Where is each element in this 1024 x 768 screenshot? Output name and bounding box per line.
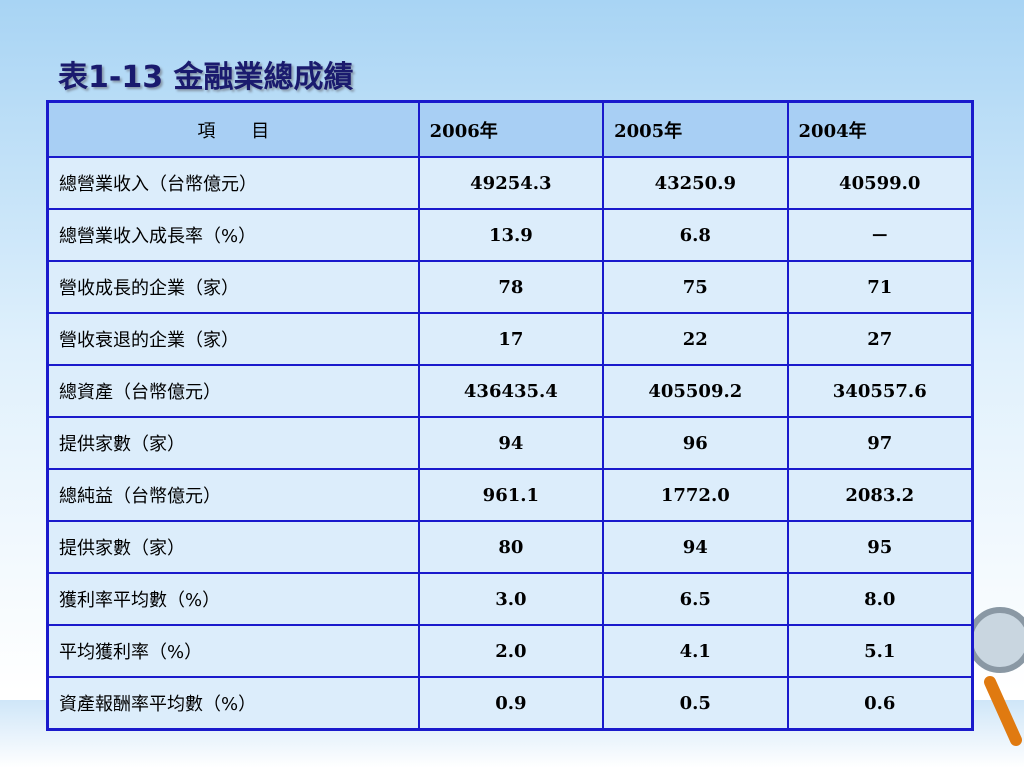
row-label: 總營業收入（台幣億元） [46,156,420,210]
value-cell: 40599.0 [786,156,974,210]
value-cell: 75 [602,260,789,314]
table-row: 總純益（台幣億元） 961.1 1772.0 2083.2 [46,468,974,522]
table-row: 總營業收入（台幣億元） 49254.3 43250.9 40599.0 [46,156,974,210]
value-cell: － [786,208,974,262]
table-row: 總資產（台幣億元） 436435.4 405509.2 340557.6 [46,364,974,418]
value-cell: 13.9 [417,208,605,262]
value-cell: 43250.9 [602,156,789,210]
header-cell: 2004年 [786,100,974,158]
value-cell: 0.9 [417,676,605,731]
handle [984,676,1022,746]
table-row: 營收衰退的企業（家） 17 22 27 [46,312,974,366]
value-cell: 2.0 [417,624,605,678]
lens [967,607,1024,673]
header-row: 項 目 2006年 2005年 2004年 [46,100,974,158]
value-cell: 49254.3 [417,156,605,210]
value-cell: 3.0 [417,572,605,626]
value-cell: 95 [786,520,974,574]
value-cell: 97 [786,416,974,470]
row-label: 總營業收入成長率（%） [46,208,420,262]
value-cell: 8.0 [786,572,974,626]
value-cell: 405509.2 [602,364,789,418]
table-row: 總營業收入成長率（%） 13.9 6.8 － [46,208,974,262]
magnifier-icon [967,607,1024,746]
table-row: 提供家數（家） 80 94 95 [46,520,974,574]
value-cell: 340557.6 [786,364,974,418]
value-cell: 961.1 [417,468,605,522]
header-cell: 2006年 [417,100,605,158]
value-cell: 5.1 [786,624,974,678]
row-label: 平均獲利率（%） [46,624,420,678]
value-cell: 94 [417,416,605,470]
row-label: 營收衰退的企業（家） [46,312,420,366]
header-cell: 項 目 [46,100,420,158]
value-cell: 0.5 [602,676,789,731]
value-cell: 0.6 [786,676,974,731]
data-table: 項 目 2006年 2005年 2004年 總營業收入（台幣億元） 49254.3 4325… [46,100,974,731]
value-cell: 96 [602,416,789,470]
value-cell: 80 [417,520,605,574]
header-cell: 2005年 [602,100,789,158]
row-label: 提供家數（家） [46,520,420,574]
value-cell: 1772.0 [602,468,789,522]
value-cell: 22 [602,312,789,366]
value-cell: 6.5 [602,572,789,626]
value-cell: 17 [417,312,605,366]
value-cell: 71 [786,260,974,314]
row-label: 總資產（台幣億元） [46,364,420,418]
table-row: 營收成長的企業（家） 78 75 71 [46,260,974,314]
table-row: 提供家數（家） 94 96 97 [46,416,974,470]
row-label: 提供家數（家） [46,416,420,470]
row-label: 總純益（台幣億元） [46,468,420,522]
value-cell: 94 [602,520,789,574]
value-cell: 4.1 [602,624,789,678]
value-cell: 436435.4 [417,364,605,418]
value-cell: 78 [417,260,605,314]
table-row: 平均獲利率（%） 2.0 4.1 5.1 [46,624,974,678]
table-row: 獲利率平均數（%） 3.0 6.5 8.0 [46,572,974,626]
value-cell: 27 [786,312,974,366]
table-row: 資產報酬率平均數（%） 0.9 0.5 0.6 [46,676,974,731]
value-cell: 6.8 [602,208,789,262]
value-cell: 2083.2 [786,468,974,522]
row-label: 獲利率平均數（%） [46,572,420,626]
row-label: 營收成長的企業（家） [46,260,420,314]
row-label: 資產報酬率平均數（%） [46,676,420,731]
slide-title: 表1-13 金融業總成績 [58,60,354,95]
